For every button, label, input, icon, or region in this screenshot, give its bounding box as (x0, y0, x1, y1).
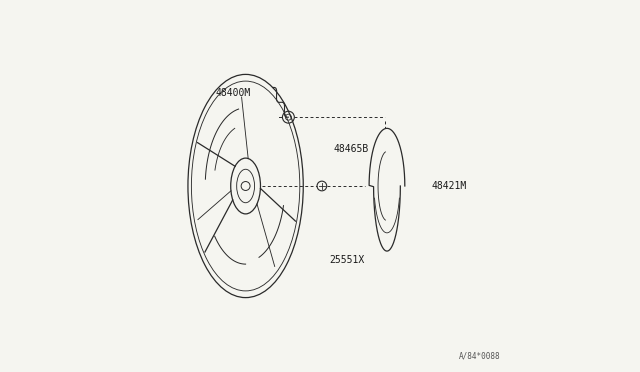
Text: 48400M: 48400M (216, 88, 251, 98)
Text: 25551X: 25551X (330, 256, 365, 265)
Text: 48421M: 48421M (431, 181, 467, 191)
Text: 48465B: 48465B (333, 144, 368, 154)
Text: A/84*0088: A/84*0088 (459, 352, 500, 361)
